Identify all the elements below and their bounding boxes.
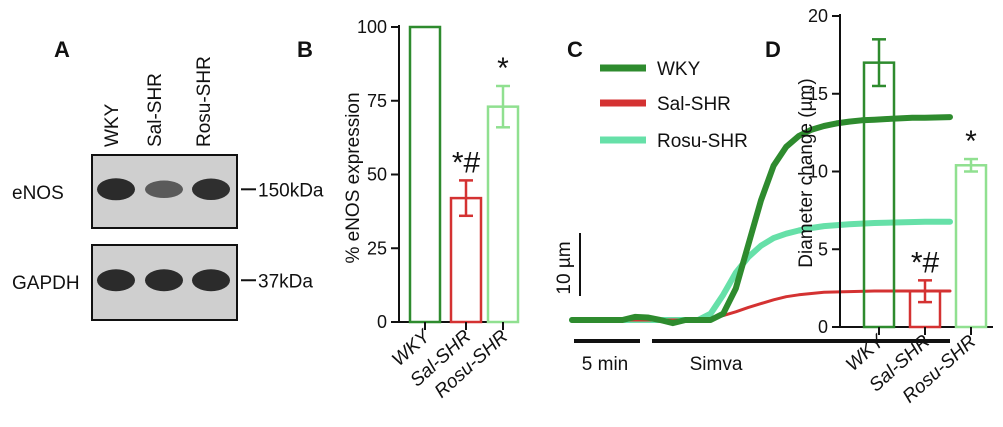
panel-c-traces — [569, 114, 953, 327]
panel-c-legend: WKY Sal-SHR Rosu-SHR — [600, 59, 748, 152]
x-scale-bar-label: 5 min — [582, 354, 628, 375]
y-tick-label: 25 — [367, 238, 387, 258]
panel-d-y-axis-label: Diameter change (µm) — [796, 78, 817, 267]
significance-marker: *# — [452, 146, 481, 179]
y-tick-label: 75 — [367, 91, 387, 111]
bar — [486, 105, 520, 324]
lane-labels: WKY Sal-SHR Rosu-SHR — [102, 56, 215, 147]
panel-b-label: B — [297, 37, 313, 62]
treatment-label: Simva — [690, 354, 743, 375]
blot-row: GAPDH 37kDa — [12, 244, 313, 321]
panel-a-label: A — [54, 37, 70, 62]
protein-label: eNOS — [12, 183, 64, 204]
blot-band — [97, 269, 135, 292]
panel-a-western-blot: A WKY Sal-SHR Rosu-SHR eNOS 150kDa GAPDH 37kD… — [12, 37, 324, 321]
lane-label: WKY — [102, 103, 123, 147]
panel-b-y-axis-label: % eNOS expression — [343, 92, 364, 263]
bar — [408, 25, 442, 324]
significance-marker: * — [965, 125, 977, 158]
y-tick-label: 0 — [818, 317, 828, 337]
significance-marker: * — [497, 52, 509, 85]
y-scale-bar-label: 10 µm — [554, 241, 575, 294]
trace-line — [569, 114, 953, 327]
blot-band — [145, 269, 183, 292]
panel-d-label: D — [765, 37, 781, 62]
blot-band — [145, 180, 183, 199]
legend-label: Sal-SHR — [657, 94, 731, 115]
lane-label: Rosu-SHR — [194, 56, 215, 147]
panel-b-enos-chart: B % eNOS expression 0255075100WKY*#Sal-S… — [297, 17, 520, 402]
blot-band — [97, 178, 135, 201]
lane-label: Sal-SHR — [145, 73, 166, 147]
bar — [862, 61, 896, 329]
panel-d-diameter-chart: D Diameter change (µm) 05101520WKY*#Sal-… — [765, 6, 993, 407]
panel-c-label: C — [567, 37, 583, 62]
y-tick-label: 50 — [367, 165, 387, 185]
panel-c-scale-bars: 10 µm 5 min Simva — [554, 233, 950, 375]
bar — [954, 164, 988, 329]
blot-rows: eNOS 150kDa GAPDH 37kDa — [12, 154, 324, 321]
legend-label: Rosu-SHR — [657, 131, 748, 152]
panel-c-trace-chart: C WKY Sal-SHR Rosu-SHR 10 µm 5 min Simva — [554, 37, 953, 375]
legend-label: WKY — [657, 59, 701, 80]
y-tick-label: 20 — [808, 6, 828, 26]
y-tick-label: 0 — [377, 312, 387, 332]
marker-label: 150kDa — [258, 180, 324, 201]
blot-row: eNOS 150kDa — [12, 154, 324, 229]
y-tick-label: 5 — [818, 239, 828, 259]
significance-marker: *# — [911, 246, 940, 279]
y-tick-label: 10 — [808, 162, 828, 182]
y-tick-label: 100 — [357, 17, 387, 37]
protein-label: GAPDH — [12, 273, 80, 294]
blot-band — [192, 178, 230, 201]
blot-band — [192, 269, 230, 292]
marker-label: 37kDa — [258, 271, 313, 292]
y-tick-label: 15 — [808, 84, 828, 104]
